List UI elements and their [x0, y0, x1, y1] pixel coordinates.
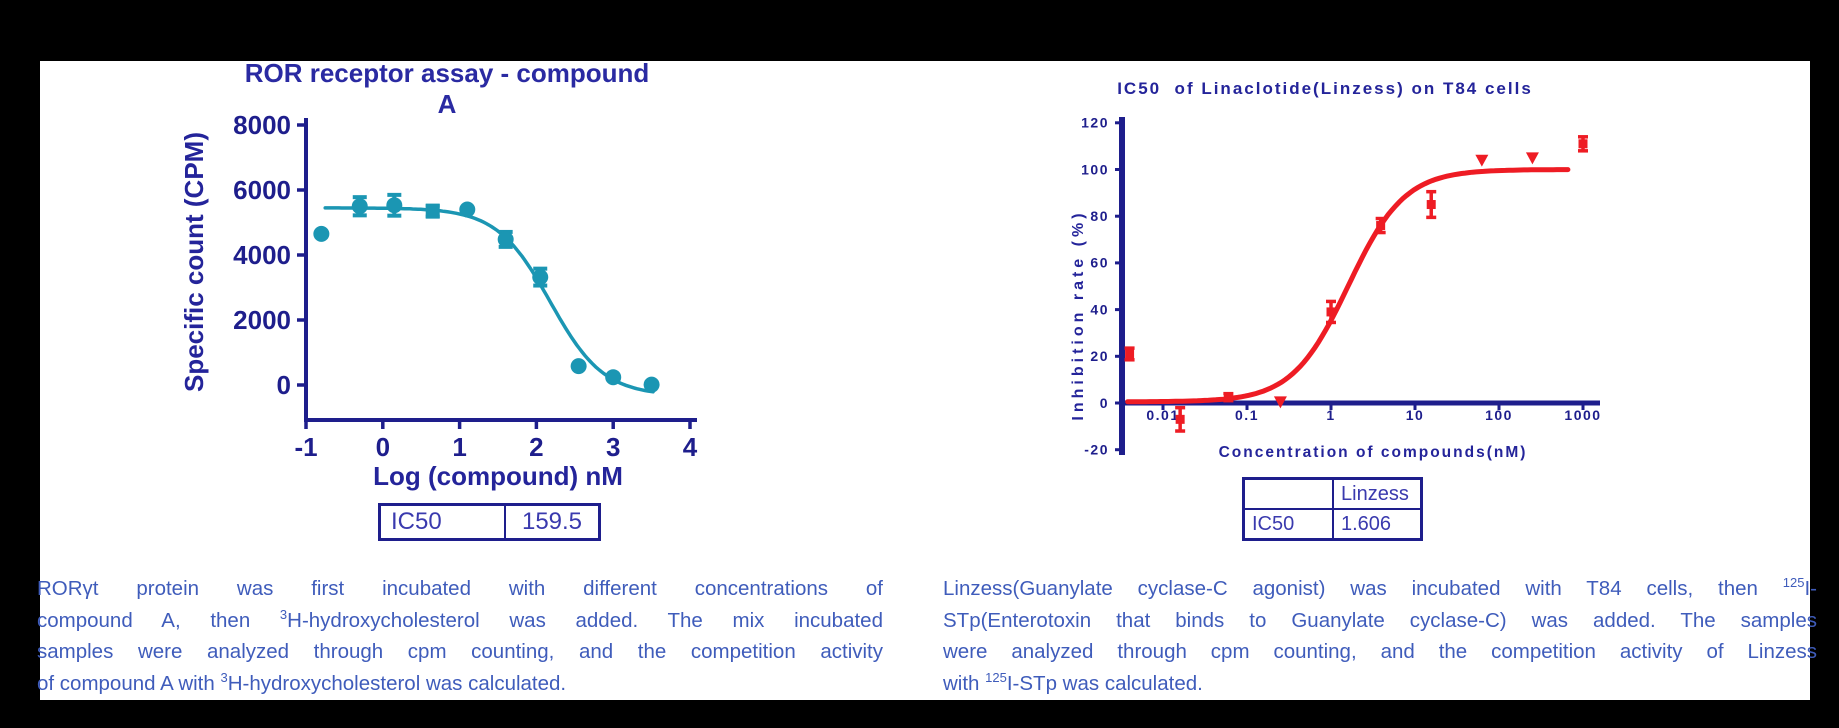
caption-line: RORγt protein was first incubated with d… — [37, 573, 883, 605]
table-row: IC50 1.606 — [1242, 508, 1423, 541]
data-point-square — [1175, 414, 1185, 424]
tick-label: 1000 — [1564, 407, 1601, 423]
caption-text: H-hydroxycholesterol was added. The mix … — [287, 608, 883, 632]
linzess-plot: 0.01 0.1 1 10 100 1000 -20 0 20 40 60 80 100 120 — [1081, 115, 1601, 458]
data-point-circle — [386, 197, 403, 214]
table-row: Linzess — [1242, 477, 1423, 510]
tick-label: 40 — [1090, 301, 1109, 317]
ror-assay-plot: -1 0 1 2 3 4 0 2000 4000 6000 8000 — [233, 110, 698, 462]
table-cell-ic50-value: 1.606 — [1332, 508, 1423, 541]
data-point-circle — [497, 231, 514, 248]
linzess-result-table: Linzess IC50 1.606 — [1242, 477, 1423, 541]
caption-text: with — [943, 671, 986, 695]
caption-line: samples were analyzed through cpm counti… — [37, 636, 883, 668]
tick-label: 0.1 — [1235, 407, 1259, 423]
table-row: IC50 159.5 — [378, 503, 601, 541]
white-panel — [40, 61, 1810, 700]
ror-chart-title: ROR receptor assay - compound A — [244, 58, 650, 119]
ror-ic50-table: IC50 159.5 — [378, 503, 601, 541]
tick-label: 100 — [1485, 407, 1513, 423]
caption-line: with 125I-STp was calculated. — [943, 668, 1817, 700]
tick-label: 120 — [1081, 115, 1109, 131]
data-point-circle — [313, 225, 330, 242]
superscript: 3 — [279, 606, 288, 622]
tick-label: 4000 — [233, 240, 291, 270]
caption-text: samples were analyzed through cpm counti… — [37, 640, 883, 663]
table-cell-empty — [1242, 477, 1334, 510]
tick-label: 2 — [529, 432, 543, 462]
caption-line: compound A, then 3H-hydroxycholesterol w… — [37, 605, 883, 637]
caption-text: H-hydroxycholesterol was calculated. — [227, 671, 567, 695]
table-cell-ic50-label: IC50 — [378, 503, 506, 541]
caption-right: Linzess(Guanylate cyclase-C agonist) was… — [943, 573, 1817, 699]
table-cell-ic50-label: IC50 — [1242, 508, 1334, 541]
tick-label: 0.01 — [1146, 407, 1179, 423]
tick-label: 6000 — [233, 175, 291, 205]
tick-label: 0 — [277, 370, 291, 400]
ror-y-axis-label: Specific count (CPM) — [179, 132, 209, 393]
tick-label: 0 — [1100, 395, 1109, 411]
data-point-square — [425, 204, 440, 219]
table-cell-ic50-value: 159.5 — [504, 503, 601, 541]
superscript: 3 — [220, 669, 228, 685]
tick-label: 8000 — [233, 110, 291, 140]
linzess-chart-title: IC50 of Linaclotide(Linzess) on T84 cell… — [1117, 79, 1533, 98]
caption-text: compound A, then — [37, 608, 280, 632]
linzess-x-axis-label: Concentration of compounds(nM) — [1218, 444, 1528, 461]
data-point-triangle — [1273, 396, 1287, 409]
caption-text: I-STp was calculated. — [1006, 671, 1203, 695]
tick-label: 20 — [1090, 348, 1109, 364]
fit-curve — [1125, 167, 1571, 405]
tick-label: -1 — [294, 432, 317, 462]
data-point-circle — [532, 269, 549, 286]
superscript: 125 — [985, 669, 1007, 685]
data-point-circle — [570, 358, 587, 375]
data-point-square — [1125, 349, 1135, 359]
tick-label: 10 — [1406, 407, 1425, 423]
caption-left: RORγt protein was first incubated with d… — [37, 573, 883, 699]
tick-label: 1 — [1326, 407, 1335, 423]
linzess-y-axis-label: Inhibition rate (%) — [1070, 209, 1087, 421]
caption-text: Linzess(Guanylate cyclase-C agonist) was… — [943, 577, 1783, 600]
data-point-square — [1376, 221, 1386, 231]
tick-label: 0 — [376, 432, 390, 462]
caption-line: were analyzed through cpm counting, and … — [943, 636, 1817, 668]
data-point-square — [1578, 139, 1588, 149]
tick-label: 3 — [606, 432, 620, 462]
tick-label: 80 — [1090, 208, 1109, 224]
caption-text: were analyzed through cpm counting, and … — [943, 640, 1817, 663]
caption-text: RORγt protein was first incubated with d… — [37, 577, 883, 600]
data-point-circle — [351, 198, 368, 215]
caption-text: of compound A with — [37, 671, 221, 695]
data-point-circle — [643, 376, 660, 393]
data-point-square — [1223, 392, 1233, 402]
data-point-square — [1326, 307, 1336, 317]
data-point-circle — [459, 201, 476, 218]
tick-label: 100 — [1081, 161, 1109, 177]
fit-curve — [323, 206, 655, 394]
caption-line: of compound A with 3H-hydroxycholesterol… — [37, 668, 883, 700]
tick-label: 4 — [683, 432, 698, 462]
table-cell-linzess-header: Linzess — [1332, 477, 1423, 510]
tick-label: -20 — [1084, 441, 1109, 457]
caption-text: STp(Enterotoxin that binds to Guanylate … — [943, 608, 1817, 632]
caption-line: Linzess(Guanylate cyclase-C agonist) was… — [943, 573, 1817, 605]
tick-label: 60 — [1090, 255, 1109, 271]
caption-text: I- — [1804, 577, 1817, 600]
data-point-square — [1426, 200, 1436, 210]
ror-x-axis-label: Log (compound) nM — [373, 461, 623, 491]
data-point-circle — [605, 369, 622, 386]
data-point-triangle — [1525, 152, 1539, 165]
superscript: 125 — [1782, 575, 1805, 591]
data-point-triangle — [1475, 154, 1489, 167]
tick-label: 2000 — [233, 305, 291, 335]
caption-line: STp(Enterotoxin that binds to Guanylate … — [943, 605, 1817, 637]
tick-label: 1 — [452, 432, 466, 462]
